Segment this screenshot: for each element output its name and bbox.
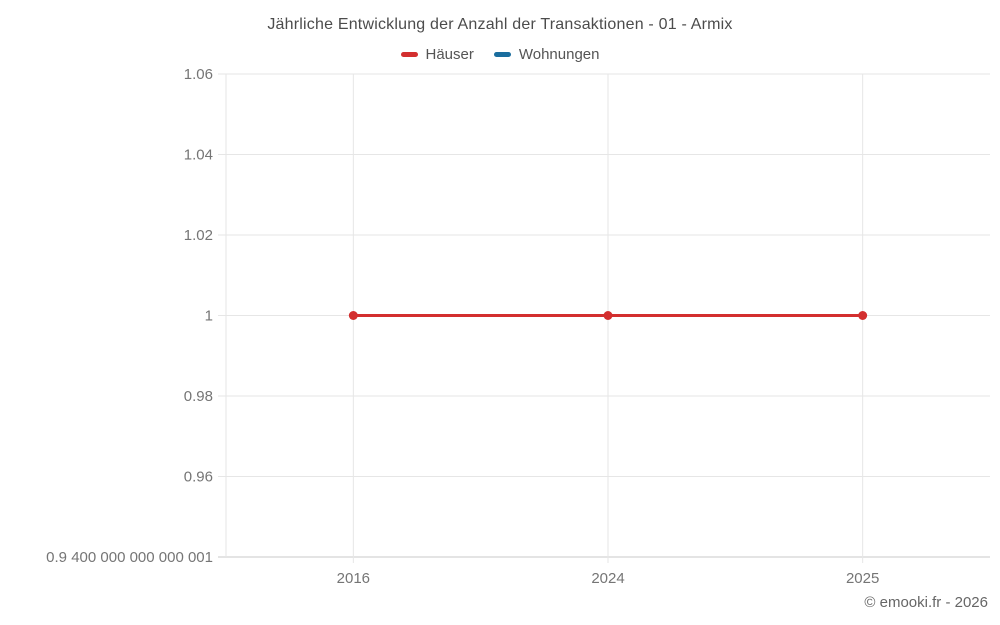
data-point[interactable] xyxy=(348,311,358,320)
legend-item-wohnungen[interactable]: Wohnungen xyxy=(493,46,600,63)
y-tick-label: 1 xyxy=(205,308,213,325)
chart-title: Jährliche Entwicklung der Anzahl der Tra… xyxy=(267,16,733,33)
y-tick-label: 0.98 xyxy=(184,388,213,405)
data-point[interactable] xyxy=(603,311,613,320)
y-tick-label: 0.96 xyxy=(184,469,213,486)
y-tick-label: 1.04 xyxy=(184,147,213,164)
chart-legend: Häuser Wohnungen xyxy=(0,46,1000,63)
copyright-footer: © emooki.fr - 2026 xyxy=(864,594,988,611)
x-tick-label: 2025 xyxy=(846,570,879,587)
data-point[interactable] xyxy=(858,311,868,320)
wohnungen-series-swatch-icon xyxy=(493,52,511,57)
legend-label-wohnungen: Wohnungen xyxy=(518,46,600,63)
y-tick-label: 1.02 xyxy=(184,227,213,244)
x-tick-label: 2024 xyxy=(591,570,624,587)
legend-label-haeuser: Häuser xyxy=(425,46,474,63)
legend-item-haeuser[interactable]: Häuser xyxy=(400,46,474,63)
haeuser-series-swatch-icon xyxy=(400,52,418,57)
y-tick-label: 0.9 400 000 000 000 001 xyxy=(46,549,213,566)
x-tick-label: 2016 xyxy=(337,570,370,587)
y-tick-label: 1.06 xyxy=(184,66,213,83)
